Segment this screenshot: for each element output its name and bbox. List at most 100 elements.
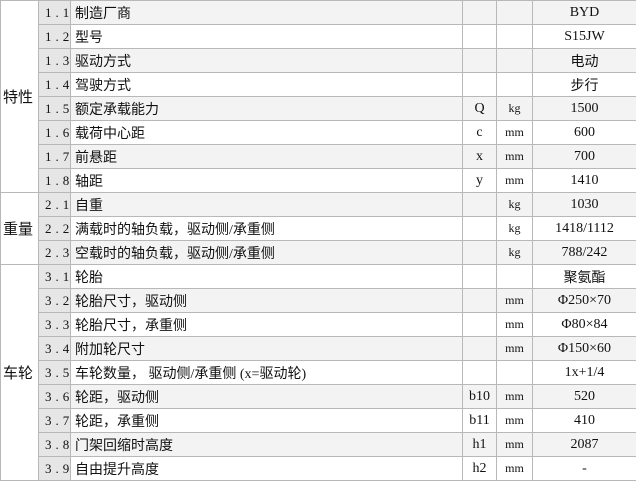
spec-row: 2.2 满载时的轴负载，驱动侧/承重侧 kg 1418/1112 <box>1 216 636 241</box>
item-unit: mm <box>496 432 533 457</box>
spec-row: 1.7 前悬距 x mm 700 <box>1 144 636 169</box>
item-label: 额定承载能力 <box>70 96 463 121</box>
item-symbol <box>462 48 497 73</box>
item-value: Φ80×84 <box>532 312 636 337</box>
item-label: 轮距，承重侧 <box>70 408 463 433</box>
item-unit: mm <box>496 168 533 193</box>
spec-row: 重量 2.1 自重 kg 1030 <box>0 192 636 265</box>
item-unit: kg <box>496 96 533 121</box>
item-value: 520 <box>532 384 636 409</box>
item-label: 驱动方式 <box>70 48 463 73</box>
item-unit <box>496 0 533 25</box>
item-number: 1.5 <box>38 96 71 121</box>
item-symbol <box>462 288 497 313</box>
item-label: 轮胎 <box>70 264 463 289</box>
item-symbol: h2 <box>462 456 497 481</box>
item-number: 2.3 <box>38 240 71 265</box>
item-value: 1418/1112 <box>532 216 636 241</box>
item-unit: mm <box>496 336 533 361</box>
item-symbol <box>462 72 497 97</box>
spec-row: 3.7 轮距，承重侧 b11 mm 410 <box>1 408 636 433</box>
item-unit: kg <box>496 240 533 265</box>
item-symbol: c <box>462 120 497 145</box>
item-label: 自由提升高度 <box>70 456 463 481</box>
group-label: 特性 <box>0 0 39 193</box>
item-value: 2087 <box>532 432 636 457</box>
spec-row: 1.4 驾驶方式 步行 <box>1 72 636 97</box>
item-unit: kg <box>496 192 533 217</box>
item-unit <box>496 48 533 73</box>
item-symbol <box>462 264 497 289</box>
item-unit <box>496 72 533 97</box>
item-unit <box>496 360 533 385</box>
spec-row: 3.5 车轮数量， 驱动侧/承重侧 (x=驱动轮) 1x+1/4 <box>1 360 636 385</box>
item-number: 3.1 <box>38 264 71 289</box>
item-symbol <box>462 24 497 49</box>
item-value: 600 <box>532 120 636 145</box>
item-number: 1.2 <box>38 24 71 49</box>
item-label: 轮胎尺寸，承重侧 <box>70 312 463 337</box>
item-number: 3.3 <box>38 312 71 337</box>
item-label: 载荷中心距 <box>70 120 463 145</box>
item-label: 满载时的轴负载，驱动侧/承重侧 <box>70 216 463 241</box>
item-number: 1.1 <box>38 0 71 25</box>
spec-row: 1.3 驱动方式 电动 <box>1 48 636 73</box>
item-number: 1.4 <box>38 72 71 97</box>
item-value: 步行 <box>532 72 636 97</box>
item-unit: mm <box>496 312 533 337</box>
item-label: 车轮数量， 驱动侧/承重侧 (x=驱动轮) <box>70 360 463 385</box>
item-number: 3.2 <box>38 288 71 313</box>
spec-row: 1.8 轴距 y mm 1410 <box>1 168 636 193</box>
spec-row: 3.6 轮距，驱动侧 b10 mm 520 <box>1 384 636 409</box>
item-number: 3.8 <box>38 432 71 457</box>
item-symbol <box>462 312 497 337</box>
item-value: Φ250×70 <box>532 288 636 313</box>
item-unit: mm <box>496 456 533 481</box>
item-symbol <box>462 360 497 385</box>
item-value: 788/242 <box>532 240 636 265</box>
item-value: 1030 <box>532 192 636 217</box>
item-value: 聚氨酯 <box>532 264 636 289</box>
item-label: 空载时的轴负载，驱动侧/承重侧 <box>70 240 463 265</box>
group-label: 重量 <box>0 192 39 265</box>
item-symbol: h1 <box>462 432 497 457</box>
item-number: 3.4 <box>38 336 71 361</box>
item-label: 前悬距 <box>70 144 463 169</box>
item-label: 轴距 <box>70 168 463 193</box>
item-label: 门架回缩时高度 <box>70 432 463 457</box>
item-symbol <box>462 192 497 217</box>
spec-row: 3.2 轮胎尺寸，驱动侧 mm Φ250×70 <box>1 288 636 313</box>
spec-row: 2.3 空载时的轴负载，驱动侧/承重侧 kg 788/242 <box>1 240 636 265</box>
item-number: 1.3 <box>38 48 71 73</box>
spec-row: 1.6 载荷中心距 c mm 600 <box>1 120 636 145</box>
item-value: - <box>532 456 636 481</box>
item-symbol: b10 <box>462 384 497 409</box>
item-number: 3.6 <box>38 384 71 409</box>
spec-row: 1.2 型号 S15JW <box>1 24 636 49</box>
item-value: S15JW <box>532 24 636 49</box>
item-unit: mm <box>496 144 533 169</box>
item-symbol <box>462 240 497 265</box>
spec-row: 3.3 轮胎尺寸，承重侧 mm Φ80×84 <box>1 312 636 337</box>
item-unit: mm <box>496 288 533 313</box>
item-value: BYD <box>532 0 636 25</box>
item-symbol: x <box>462 144 497 169</box>
item-number: 2.1 <box>38 192 71 217</box>
item-label: 自重 <box>70 192 463 217</box>
item-value: 410 <box>532 408 636 433</box>
item-value: Φ150×60 <box>532 336 636 361</box>
item-symbol <box>462 0 497 25</box>
item-value: 1410 <box>532 168 636 193</box>
spec-row: 3.9 自由提升高度 h2 mm - <box>1 456 636 481</box>
item-value: 1x+1/4 <box>532 360 636 385</box>
item-unit: mm <box>496 384 533 409</box>
item-value: 电动 <box>532 48 636 73</box>
item-symbol: b11 <box>462 408 497 433</box>
item-number: 3.5 <box>38 360 71 385</box>
item-symbol <box>462 216 497 241</box>
item-number: 3.9 <box>38 456 71 481</box>
